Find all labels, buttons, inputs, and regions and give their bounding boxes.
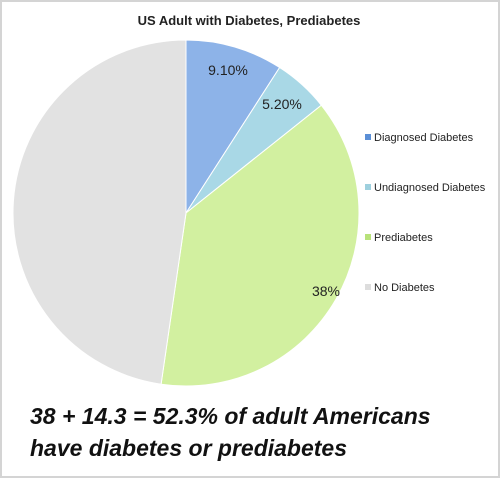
legend-label-diagnosed-diabetes: Diagnosed Diabetes — [374, 132, 474, 144]
slice-label-undiagnosed-diabetes: 5.20% — [262, 96, 302, 112]
caption-line-1: 38 + 14.3 = 52.3% of adult Americans — [30, 403, 431, 429]
chart-title: US Adult with Diabetes, Prediabetes — [138, 13, 361, 28]
pie-slice-diagnosed-diabetes — [185, 39, 281, 215]
pie-slice-prediabetes — [160, 104, 360, 387]
pie-slice-no-diabetes — [12, 39, 187, 385]
caption-line-2: have diabetes or prediabetes — [30, 435, 348, 461]
pie-slices — [12, 39, 360, 387]
legend-label-undiagnosed-diabetes: Undiagnosed Diabetes — [374, 182, 486, 194]
legend-swatch-prediabetes — [365, 234, 371, 240]
legend-swatch-no-diabetes — [365, 284, 371, 290]
caption: 38 + 14.3 = 52.3% of adult Americans hav… — [30, 400, 431, 464]
legend-label-prediabetes: Prediabetes — [374, 232, 433, 244]
slice-label-diagnosed-diabetes: 9.10% — [208, 62, 248, 78]
legend-label-no-diabetes: No Diabetes — [374, 282, 435, 294]
legend: Diagnosed Diabetes Undiagnosed Diabetes Pr… — [365, 132, 486, 294]
pie-slice-labels: 9.10% 5.20% 38% — [208, 62, 340, 299]
slice-label-prediabetes: 38% — [312, 283, 340, 299]
legend-swatch-diagnosed-diabetes — [365, 134, 371, 140]
legend-swatch-undiagnosed-diabetes — [365, 184, 371, 190]
pie-chart: US Adult with Diabetes, Prediabetes 9.10… — [12, 13, 486, 387]
